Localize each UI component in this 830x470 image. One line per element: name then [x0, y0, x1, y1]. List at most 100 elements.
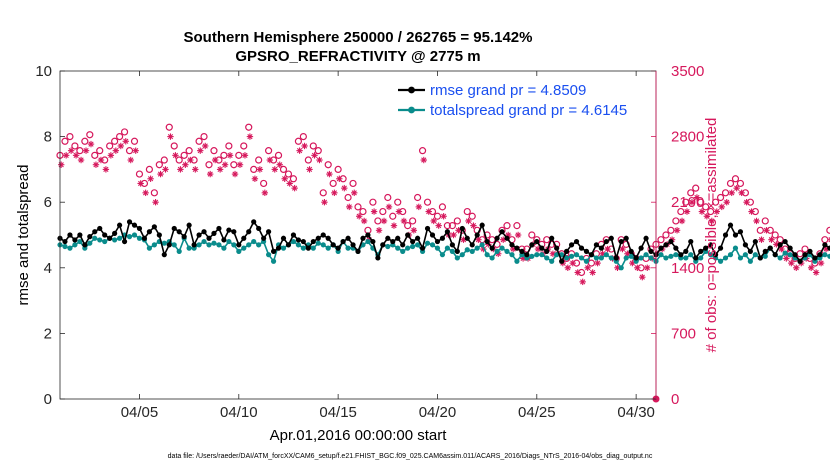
rmse-point [241, 235, 247, 241]
obs-assimilated-point [246, 133, 254, 140]
rmse-point [658, 245, 664, 251]
y-tick-label-left: 10 [35, 63, 52, 80]
rmse-point [126, 219, 133, 225]
totalspread-point [439, 252, 446, 258]
rmse-point [136, 225, 143, 232]
rmse-point [633, 255, 639, 261]
y-tick-label-left: 0 [44, 391, 52, 408]
obs-possible-point [687, 189, 695, 197]
legend-box [395, 78, 650, 120]
y-tick-label-left: 4 [44, 260, 52, 277]
rmse-point [484, 238, 490, 245]
obs-assimilated-point [167, 133, 174, 140]
chart-title-line2: GPSRO_REFRACTIVITY @ 2775 m [235, 48, 480, 65]
obs-possible-point [503, 222, 511, 230]
y-tick-label-right: 0 [671, 391, 679, 408]
totalspread-point [668, 253, 674, 259]
obs-assimilated-point [410, 227, 418, 234]
rmse-point [489, 245, 495, 251]
totalspread-point [568, 253, 575, 259]
rmse-point [509, 242, 515, 248]
totalspread-point [400, 248, 406, 254]
obs-assimilated-point [748, 208, 755, 215]
obs-assimilated-point [152, 199, 159, 206]
obs-possible-point [354, 203, 362, 211]
totalspread-point [787, 252, 793, 258]
totalspread-point [494, 248, 500, 254]
rmse-point [529, 242, 535, 248]
obs-possible-point [394, 198, 402, 206]
totalspread-point [325, 245, 331, 251]
rmse-point [310, 238, 316, 245]
obs-assimilated-point [450, 231, 457, 239]
obs-assimilated-point [718, 203, 725, 211]
totalspread-point [146, 245, 152, 251]
totalspread-point [300, 245, 306, 251]
obs-assimilated-point [738, 189, 745, 197]
rmse-point [717, 245, 724, 251]
obs-possible-point [160, 156, 168, 164]
obs-assimilated-point [221, 161, 229, 168]
rmse-point [151, 224, 157, 230]
rmse-point [539, 245, 545, 251]
obs-assimilated-point [634, 264, 641, 271]
obs-assimilated-point [470, 222, 477, 229]
obs-assimilated-point [316, 156, 323, 164]
obs-possible-point [736, 179, 745, 188]
rmse-point [817, 252, 823, 258]
totalspread-point [732, 245, 739, 251]
totalspread-point [598, 255, 604, 261]
totalspread-point [578, 255, 585, 261]
totalspread-point [236, 248, 242, 254]
rmse-point [295, 237, 301, 243]
obs-possible-point [731, 175, 740, 183]
obs-assimilated-point [708, 217, 716, 225]
obs-assimilated-point [256, 166, 264, 173]
totalspread-point [280, 245, 287, 251]
obs-possible-point [195, 137, 203, 145]
obs-assimilated-point [137, 180, 144, 187]
obs-assimilated-point [326, 170, 333, 178]
totalspread-point [688, 252, 694, 258]
obs-assimilated-point [291, 184, 298, 192]
totalspread-point [698, 255, 704, 261]
y-tick-label-left: 2 [44, 325, 52, 342]
obs-assimilated-point [713, 208, 720, 215]
totalspread-point [206, 242, 212, 248]
obs-possible-point [130, 137, 139, 145]
obs-possible-point [389, 212, 397, 220]
obs-assimilated-point [356, 213, 363, 220]
obs-possible-point [672, 217, 680, 225]
obs-possible-point [255, 156, 263, 164]
obs-assimilated-point [415, 203, 422, 211]
totalspread-point [479, 242, 485, 248]
totalspread-point [186, 245, 192, 251]
rmse-point [355, 248, 361, 254]
x-tick-label: 04/25 [518, 404, 556, 421]
obs-assimilated-point [728, 189, 735, 197]
rmse-point [395, 235, 401, 241]
obs-assimilated-point [763, 227, 770, 234]
obs-assimilated-point [579, 278, 586, 286]
x-axis-label: Apr.01,2016 00:00:00 start [270, 427, 448, 444]
obs-assimilated-point [465, 217, 472, 225]
totalspread-point [92, 235, 98, 241]
obs-assimilated-point [162, 166, 169, 173]
rmse-point [693, 255, 699, 261]
obs-possible-point [513, 222, 521, 230]
rmse-point [290, 232, 297, 238]
obs-possible-point [756, 226, 764, 234]
rmse-point [121, 238, 128, 245]
rmse-point [777, 242, 783, 248]
rmse-point [117, 222, 123, 228]
obs-possible-point [294, 137, 302, 145]
rmse-point [156, 232, 162, 238]
rmse-point [727, 222, 734, 228]
rmse-point [544, 248, 550, 254]
obs-assimilated-point [812, 269, 820, 276]
obs-assimilated-point [172, 152, 179, 159]
obs-assimilated-point [370, 208, 378, 215]
rmse-point [792, 252, 798, 258]
totalspread-point [176, 248, 182, 254]
rmse-point [742, 242, 749, 248]
